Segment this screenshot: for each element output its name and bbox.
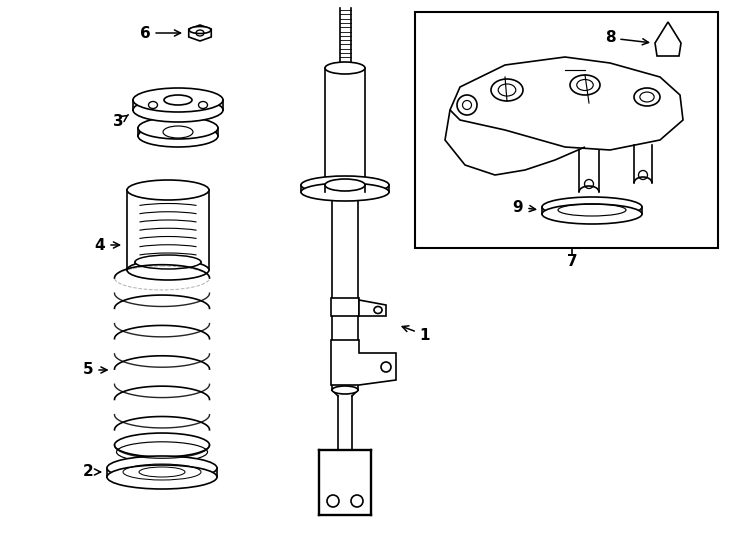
Ellipse shape — [301, 176, 389, 194]
Text: 8: 8 — [605, 30, 649, 45]
Polygon shape — [450, 57, 683, 150]
Ellipse shape — [189, 26, 211, 33]
Ellipse shape — [138, 125, 218, 147]
Ellipse shape — [133, 88, 223, 112]
Ellipse shape — [542, 204, 642, 224]
Text: 3: 3 — [113, 114, 128, 130]
Ellipse shape — [107, 456, 217, 480]
Polygon shape — [331, 340, 396, 385]
Polygon shape — [359, 300, 386, 316]
Polygon shape — [189, 25, 211, 41]
Text: 5: 5 — [83, 362, 107, 377]
Ellipse shape — [570, 75, 600, 95]
Polygon shape — [655, 22, 681, 56]
Ellipse shape — [164, 95, 192, 105]
Ellipse shape — [133, 98, 223, 122]
Text: 7: 7 — [567, 254, 578, 269]
Ellipse shape — [135, 255, 201, 269]
Ellipse shape — [542, 197, 642, 217]
Bar — [415, 12, 718, 248]
Ellipse shape — [107, 465, 217, 489]
Ellipse shape — [301, 183, 389, 201]
Ellipse shape — [332, 386, 358, 394]
Ellipse shape — [138, 117, 218, 139]
Text: 6: 6 — [139, 25, 181, 40]
Text: 9: 9 — [512, 199, 536, 214]
Polygon shape — [331, 298, 359, 316]
Ellipse shape — [325, 62, 365, 74]
Ellipse shape — [634, 88, 660, 106]
Ellipse shape — [325, 179, 365, 191]
Text: 1: 1 — [402, 326, 430, 342]
Ellipse shape — [491, 79, 523, 101]
Ellipse shape — [127, 180, 209, 200]
Ellipse shape — [127, 260, 209, 280]
Text: 2: 2 — [83, 464, 101, 480]
Text: 4: 4 — [95, 238, 120, 253]
